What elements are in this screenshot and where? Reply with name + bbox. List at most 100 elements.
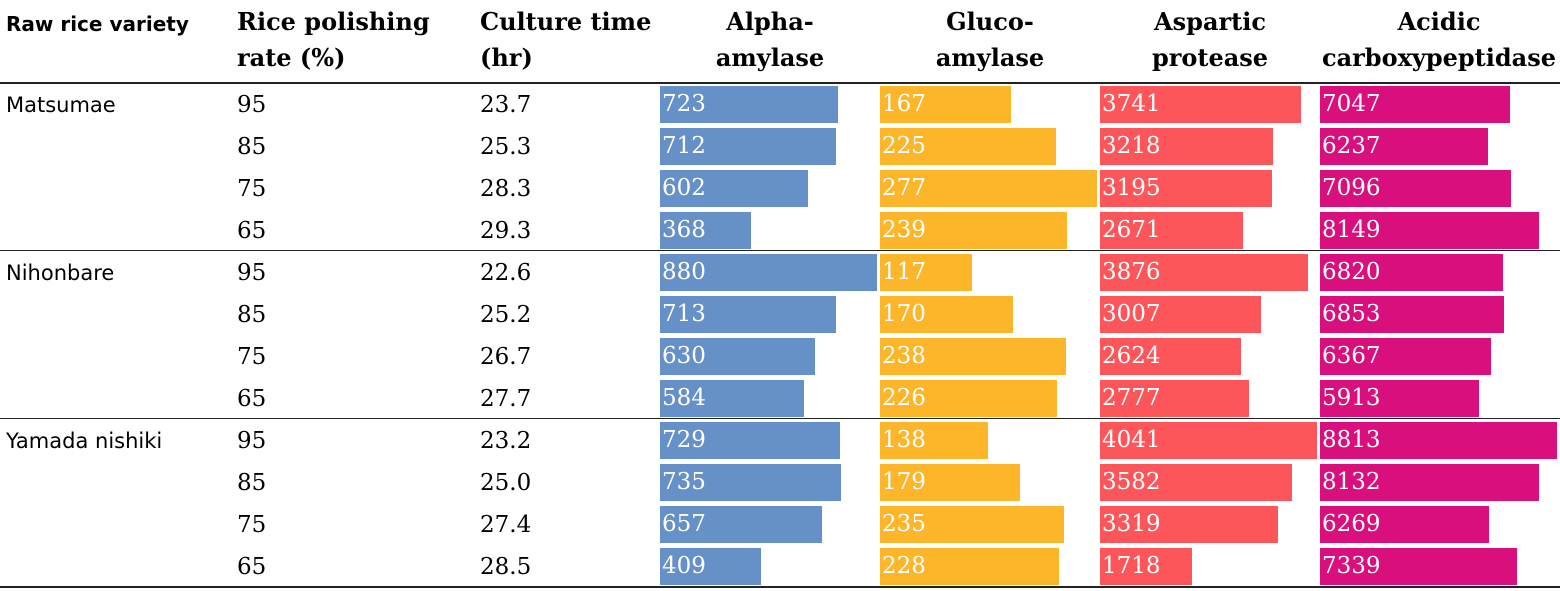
polishing-rate-cell: 65: [237, 218, 267, 244]
culture-time-cell: 23.2: [480, 428, 532, 454]
header-acidic-carboxypeptidase: Acidic carboxypeptidase: [1318, 4, 1560, 76]
culture-time-cell: 25.2: [480, 302, 532, 328]
alpha-bar: [660, 380, 804, 417]
variety-label: Nihonbare: [6, 261, 115, 285]
gluco-bar: [880, 254, 972, 291]
polishing-rate-cell: 65: [237, 386, 267, 412]
alpha-bar: [660, 86, 838, 123]
acidic-bar: [1320, 254, 1503, 291]
acidic-bar: [1320, 380, 1479, 417]
acidic-value-label: 7096: [1322, 175, 1381, 201]
aspartic-value-label: 3195: [1102, 175, 1161, 201]
acidic-bar: [1320, 506, 1489, 543]
gluco-value-label: 179: [882, 469, 926, 495]
aspartic-bar: [1100, 254, 1308, 291]
acidic-value-label: 6853: [1322, 301, 1381, 327]
alpha-bar: [660, 338, 815, 375]
alpha-bar: [660, 170, 808, 207]
aspartic-value-label: 1718: [1102, 553, 1161, 579]
gluco-value-label: 238: [882, 343, 926, 369]
header-gluco-line2: amylase: [935, 43, 1045, 72]
gluco-bar: [880, 464, 1020, 501]
polishing-rate-cell: 85: [237, 134, 267, 160]
gluco-bar: [880, 548, 1059, 585]
aspartic-bar: [1100, 338, 1241, 375]
culture-time-cell: 28.5: [480, 554, 532, 580]
acidic-bar: [1320, 422, 1557, 459]
alpha-value-label: 729: [662, 427, 706, 453]
bottom-rule: [0, 586, 1560, 588]
gluco-bar: [880, 212, 1067, 249]
acidic-bar: [1320, 338, 1491, 375]
aspartic-value-label: 3741: [1102, 91, 1161, 117]
variety-label: Yamada nishiki: [6, 429, 163, 453]
acidic-bar: [1320, 128, 1488, 165]
header-alpha-line1: Alpha-: [726, 7, 814, 36]
header-rule: [0, 82, 1560, 84]
group-divider-2: [0, 418, 1560, 419]
header-polishing-line1: Rice polishing: [237, 7, 430, 36]
alpha-value-label: 723: [662, 91, 706, 117]
acidic-value-label: 7339: [1322, 553, 1381, 579]
polishing-rate-cell: 65: [237, 554, 267, 580]
aspartic-value-label: 3007: [1102, 301, 1161, 327]
header-polishing-line2: rate (%): [237, 43, 346, 72]
aspartic-value-label: 3319: [1102, 511, 1161, 537]
gluco-bar: [880, 86, 1011, 123]
polishing-rate-cell: 75: [237, 512, 267, 538]
aspartic-bar: [1100, 170, 1272, 207]
acidic-value-label: 8149: [1322, 217, 1381, 243]
gluco-bar: [880, 296, 1013, 333]
gluco-value-label: 235: [882, 511, 926, 537]
aspartic-value-label: 2671: [1102, 217, 1161, 243]
acidic-bar: [1320, 464, 1539, 501]
header-aspartic-line1: Aspartic: [1154, 7, 1266, 36]
culture-time-cell: 22.6: [480, 260, 532, 286]
gluco-bar: [880, 128, 1056, 165]
header-culture-line1: Culture time: [480, 7, 652, 36]
culture-time-cell: 28.3: [480, 176, 532, 202]
alpha-bar: [660, 254, 877, 291]
gluco-value-label: 117: [882, 259, 926, 285]
alpha-bar: [660, 506, 822, 543]
aspartic-value-label: 3582: [1102, 469, 1161, 495]
alpha-value-label: 409: [662, 553, 706, 579]
culture-time-cell: 25.3: [480, 134, 532, 160]
gluco-value-label: 138: [882, 427, 926, 453]
gluco-value-label: 170: [882, 301, 926, 327]
alpha-bar: [660, 464, 841, 501]
acidic-value-label: 5913: [1322, 385, 1381, 411]
gluco-value-label: 167: [882, 91, 926, 117]
header-culture-time: Culture time (hr): [480, 4, 651, 76]
header-alpha-amylase: Alpha- amylase: [660, 4, 880, 76]
gluco-bar: [880, 170, 1097, 207]
culture-time-cell: 25.0: [480, 470, 532, 496]
acidic-value-label: 6237: [1322, 133, 1381, 159]
aspartic-bar: [1100, 422, 1317, 459]
header-gluco-line1: Gluco-: [946, 7, 1034, 36]
header-culture-line2: (hr): [480, 43, 533, 72]
polishing-rate-cell: 75: [237, 176, 267, 202]
alpha-value-label: 712: [662, 133, 706, 159]
header-polishing-rate: Rice polishing rate (%): [237, 4, 430, 76]
polishing-rate-cell: 95: [237, 92, 267, 118]
group-divider-1: [0, 250, 1560, 251]
gluco-bar: [880, 506, 1064, 543]
alpha-value-label: 713: [662, 301, 706, 327]
acidic-value-label: 8813: [1322, 427, 1381, 453]
polishing-rate-cell: 75: [237, 344, 267, 370]
polishing-rate-cell: 95: [237, 428, 267, 454]
culture-time-cell: 27.7: [480, 386, 532, 412]
acidic-value-label: 8132: [1322, 469, 1381, 495]
header-gluco-amylase: Gluco- amylase: [880, 4, 1100, 76]
alpha-value-label: 657: [662, 511, 706, 537]
aspartic-bar: [1100, 296, 1261, 333]
aspartic-bar: [1100, 548, 1192, 585]
acidic-value-label: 6367: [1322, 343, 1381, 369]
header-aspartic-line2: protease: [1151, 43, 1269, 72]
culture-time-cell: 23.7: [480, 92, 532, 118]
aspartic-bar: [1100, 128, 1273, 165]
header-acidic-line2: carboxypeptidase: [1322, 43, 1556, 72]
gluco-value-label: 239: [882, 217, 926, 243]
gluco-value-label: 225: [882, 133, 926, 159]
